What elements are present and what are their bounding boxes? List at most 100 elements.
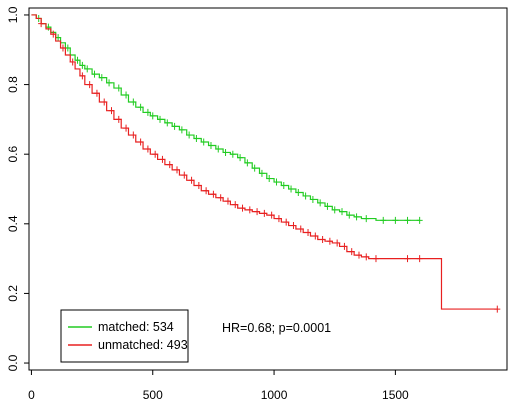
censor-mark-unmatched [355,251,362,259]
censor-mark-unmatched [144,145,151,153]
censor-mark-unmatched [159,155,166,163]
censor-mark-matched [130,98,137,106]
hazard-ratio-annotation: HR=0.68; p=0.0001 [222,321,331,335]
censor-mark-unmatched [79,72,86,80]
censor-mark-matched [91,70,98,78]
censor-mark-unmatched [372,255,379,263]
censor-mark-unmatched [494,305,501,313]
censor-mark-matched [317,199,324,207]
censor-mark-unmatched [348,248,355,256]
censor-mark-matched [193,135,200,143]
censor-mark-unmatched [312,232,319,240]
x-tick-label: 500 [143,388,163,402]
censor-mark-matched [309,195,316,203]
censor-mark-unmatched [305,229,312,237]
censor-mark-matched [404,216,411,224]
censor-mark-unmatched [137,138,144,146]
censor-mark-matched [380,216,387,224]
censor-mark-unmatched [416,255,423,263]
y-tick-label: 0.2 [6,285,20,302]
censor-mark-matched [215,145,222,153]
censor-mark-unmatched [290,222,297,230]
censor-mark-matched [288,185,295,193]
y-tick-label: 0.0 [6,354,20,371]
y-axis: 0.0 0.2 0.4 0.6 0.8 1.0 [6,6,29,371]
censor-mark-unmatched [166,161,173,169]
censor-mark-matched [266,175,273,183]
legend-label-matched: matched: 534 [98,320,174,334]
censor-mark-unmatched [69,58,76,66]
censor-mark-unmatched [123,124,130,132]
censor-mark-matched [149,112,156,120]
censor-mark-unmatched [268,211,275,219]
censor-mark-matched [186,131,193,139]
censor-mark-matched [363,215,370,223]
legend-label-unmatched: unmatched: 493 [98,338,188,352]
censor-mark-matched [280,182,287,190]
censor-mark-matched [324,202,331,210]
censor-mark-matched [74,56,81,64]
censor-mark-matched [392,216,399,224]
censor-mark-matched [207,141,214,149]
censor-mark-matched [79,61,86,69]
x-tick-label: 1000 [261,388,288,402]
censor-mark-unmatched [152,150,159,158]
censor-mark-unmatched [239,204,246,212]
censor-mark-matched [222,148,229,156]
y-tick-label: 0.4 [6,215,20,232]
censor-mark-unmatched [283,218,290,226]
censor-mark-matched [244,159,251,167]
censor-mark-matched [98,74,105,82]
series-line-matched [31,14,420,221]
x-tick-label: 0 [28,388,35,402]
censor-mark-matched [331,206,338,214]
censor-mark-matched [115,84,122,92]
censor-mark-unmatched [188,176,195,184]
censor-mark-unmatched [224,197,231,205]
censor-mark-unmatched [297,225,304,233]
censor-mark-matched [339,208,346,216]
legend: matched: 534 unmatched: 493 [60,309,189,363]
censor-mark-matched [144,108,151,116]
censor-mark-matched [346,211,353,219]
censor-mark-matched [106,79,113,87]
censor-mark-unmatched [326,237,333,245]
y-tick-label: 0.8 [6,76,20,93]
censor-mark-unmatched [38,20,45,28]
censor-mark-unmatched [93,89,100,97]
censor-mark-unmatched [115,115,122,123]
censor-mark-matched [200,138,207,146]
y-tick-label: 0.6 [6,146,20,163]
censor-mark-unmatched [86,81,93,89]
censor-mark-matched [171,122,178,130]
censor-mark-unmatched [181,171,188,179]
censor-mark-matched [353,213,360,221]
censor-mark-matched [295,188,302,196]
censor-mark-unmatched [50,30,57,38]
x-tick-label: 1500 [382,388,409,402]
censor-mark-unmatched [59,44,66,52]
censor-mark-matched [273,178,280,186]
censor-mark-unmatched [275,215,282,223]
censor-mark-unmatched [232,201,239,209]
censor-mark-matched [84,65,91,73]
y-tick-label: 1.0 [6,6,20,23]
censor-mark-matched [302,192,309,200]
censor-mark-unmatched [130,131,137,139]
censor-mark-matched [137,103,144,111]
censor-mark-unmatched [108,107,115,115]
plot-frame [28,7,508,371]
censor-mark-matched [237,154,244,162]
series-line-unmatched [31,14,498,310]
censor-mark-unmatched [319,235,326,243]
censor-mark-unmatched [203,187,210,195]
censor-mark-matched [258,169,265,177]
censor-mark-matched [123,91,130,99]
censor-mark-unmatched [246,206,253,214]
censor-mark-matched [229,150,236,158]
censor-mark-matched [416,216,423,224]
legend-box [60,309,189,363]
censor-mark-unmatched [261,209,268,217]
censor-mark-matched [251,164,258,172]
